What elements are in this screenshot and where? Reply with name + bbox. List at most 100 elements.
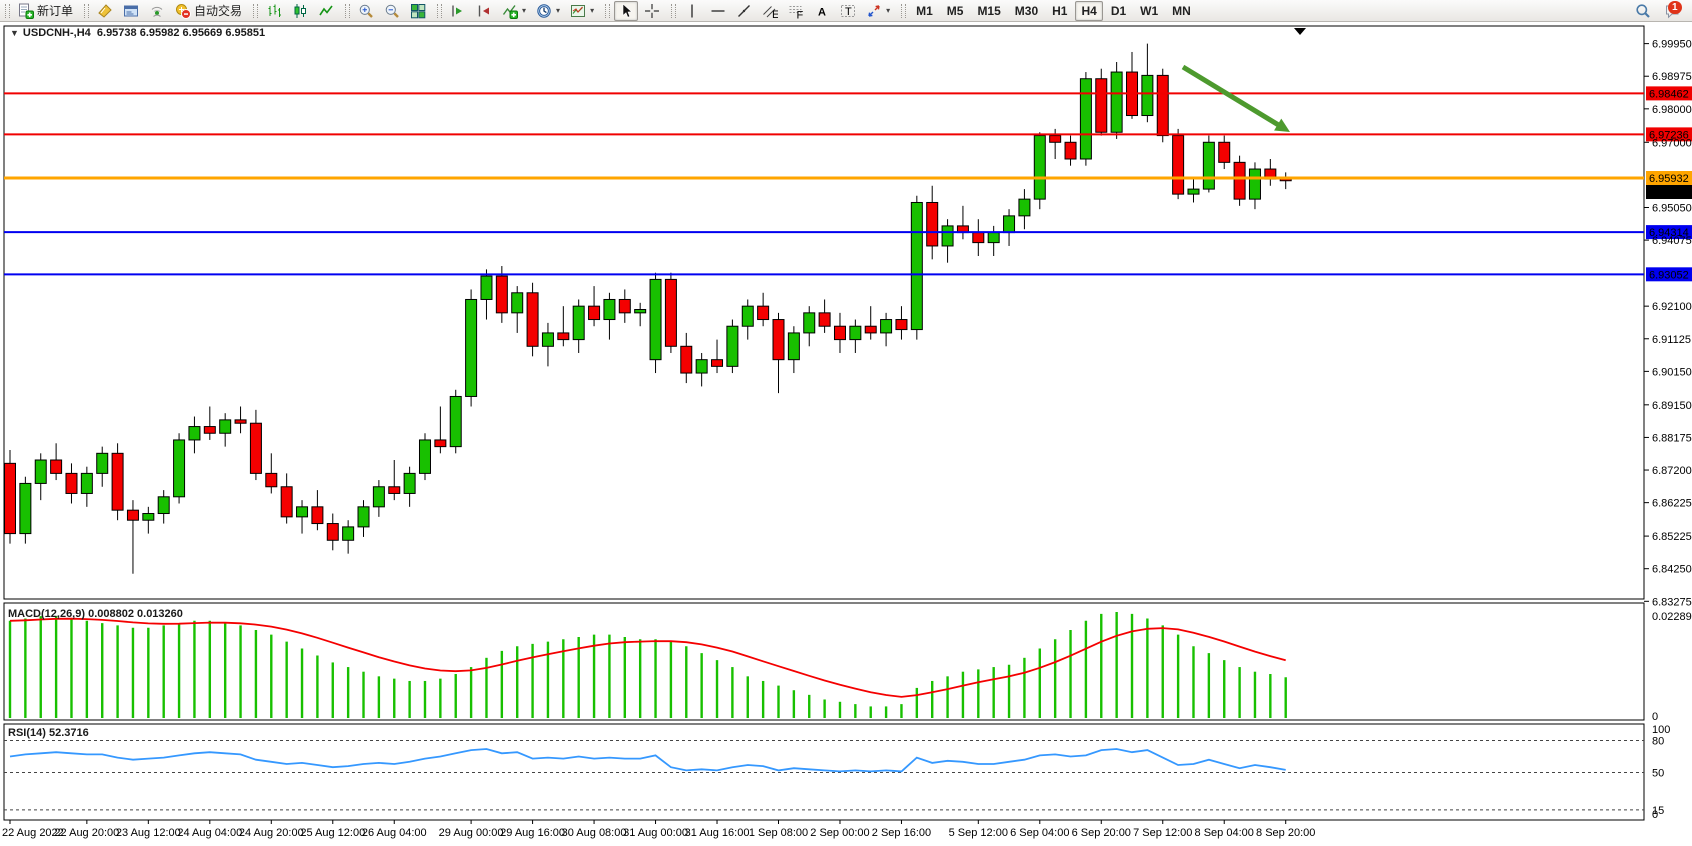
price-axis-tick: 6.98975 [1652, 71, 1692, 83]
candle [833, 325, 846, 341]
trendline-button[interactable] [732, 1, 756, 21]
trend-arrow-annotation[interactable] [1181, 64, 1283, 129]
new-order-button[interactable]: 新订单 [14, 1, 77, 21]
price-line-tag-label: 6.95932 [1649, 173, 1689, 185]
price-axis-tick: 6.84250 [1652, 564, 1692, 576]
price-axis-tick: 6.95050 [1652, 202, 1692, 214]
chart-expander-icon[interactable]: ▼ [10, 28, 19, 38]
terminal-button[interactable] [119, 1, 143, 21]
date-axis-label: 22 Aug 2022 [2, 827, 64, 839]
candle [1003, 215, 1016, 234]
dropdown-arrow-icon[interactable]: ▾ [556, 6, 561, 15]
text-label-button[interactable]: T [836, 1, 860, 21]
svg-text:A: A [818, 6, 826, 18]
arrows-button[interactable]: ▾ [862, 1, 894, 21]
candle [557, 332, 570, 341]
date-axis-label: 24 Aug 04:00 [177, 827, 242, 839]
auto-scroll-button[interactable] [446, 1, 470, 21]
svg-text:F: F [797, 9, 804, 19]
price-line-tag-label: 6.94314 [1649, 227, 1689, 239]
rsi-axis-tick: 0 [1652, 809, 1658, 821]
auto-trading-icon [175, 3, 192, 19]
candle [34, 459, 47, 484]
indicators-button[interactable]: ▾ [498, 1, 530, 21]
timeframe-mn-button[interactable]: MN [1166, 1, 1197, 21]
candle [757, 305, 770, 321]
candle [741, 305, 754, 327]
line-chart-button[interactable] [314, 1, 338, 21]
search-icon [1635, 3, 1651, 19]
crosshair-button[interactable] [640, 1, 664, 21]
fibonacci-button[interactable]: F [784, 1, 808, 21]
vertical-line-button[interactable] [680, 1, 704, 21]
search-button[interactable] [1631, 1, 1655, 21]
candlestick-chart-button[interactable] [288, 1, 312, 21]
zoom-in-button[interactable] [354, 1, 378, 21]
toolbar-group-timeframes: M1 M5 M15 M30 H1 H4 D1 W1 MN [898, 0, 1201, 22]
zoom-out-button[interactable] [380, 1, 404, 21]
candle [1141, 74, 1154, 117]
candle [480, 275, 493, 300]
timeframe-w1-button[interactable]: W1 [1134, 1, 1164, 21]
price-line-tag [1646, 86, 1692, 101]
date-axis-label: 31 Aug 00:00 [623, 827, 688, 839]
candle [695, 359, 708, 374]
candle [541, 332, 554, 347]
horizontal-line-button[interactable] [706, 1, 730, 21]
price-line-tag [1646, 225, 1692, 240]
candle [1110, 71, 1123, 133]
text-icon: A [814, 3, 830, 19]
date-axis-label: 1 Sep 08:00 [749, 827, 808, 839]
timeframe-h4-button[interactable]: H4 [1075, 0, 1103, 21]
price-axis-tick: 6.99950 [1652, 39, 1692, 51]
dropdown-arrow-icon[interactable]: ▾ [886, 6, 891, 15]
candle [326, 523, 339, 541]
cursor-button[interactable] [614, 0, 639, 21]
dropdown-arrow-icon[interactable]: ▾ [522, 6, 527, 15]
chart-title: ▼ USDCNH-,H4 6.95738 6.95982 6.95669 6.95… [10, 27, 265, 39]
equidistant-channel-button[interactable]: E [758, 1, 782, 21]
auto-trading-button[interactable]: 自动交易 [171, 1, 246, 21]
timeframe-d1-button[interactable]: D1 [1105, 1, 1132, 21]
candle [1218, 141, 1231, 163]
date-axis-label: 8 Sep 20:00 [1256, 827, 1315, 839]
signals-button[interactable] [145, 1, 169, 21]
date-axis-label: 30 Aug 08:00 [562, 827, 627, 839]
price-axis-tick: 6.86225 [1652, 498, 1692, 510]
date-axis-label: 6 Sep 04:00 [1010, 827, 1069, 839]
price-line-tag [1646, 171, 1692, 185]
date-axis-label: 2 Sep 00:00 [810, 827, 869, 839]
timeframe-h1-button[interactable]: H1 [1046, 1, 1073, 21]
chart-canvas[interactable]: 6.98462 6.97236 6.95932 6.94314 6.93052 6.958… [0, 22, 1692, 846]
timeframe-m15-button[interactable]: M15 [971, 1, 1006, 21]
new-order-icon [18, 3, 34, 19]
dropdown-arrow-icon[interactable]: ▾ [590, 6, 595, 15]
bar-chart-button[interactable] [262, 1, 286, 21]
trend-arrow-head[interactable] [1274, 118, 1290, 132]
date-axis-label: 22 Aug 20:00 [54, 827, 119, 839]
text-button[interactable]: A [810, 1, 834, 21]
candle [388, 486, 401, 494]
chart-shift-icon [476, 3, 492, 19]
chart-shift-marker[interactable] [1294, 28, 1306, 35]
timeframe-m1-button[interactable]: M1 [910, 1, 939, 21]
candle [972, 232, 985, 244]
candle [987, 232, 1000, 244]
templates-button[interactable]: ▾ [566, 1, 598, 21]
candle [1064, 141, 1077, 160]
timeframe-m30-button[interactable]: M30 [1009, 1, 1044, 21]
periods-button[interactable]: ▾ [532, 1, 564, 21]
timeframe-m5-button[interactable]: M5 [941, 1, 970, 21]
price-line-tag [1646, 127, 1692, 142]
zoom-in-icon [358, 3, 374, 19]
crosshair-icon [644, 3, 660, 19]
candle [111, 452, 124, 511]
toolbar-group-panels: 自动交易 [81, 0, 250, 22]
chart-shift-button[interactable] [472, 1, 496, 21]
tile-windows-button[interactable] [406, 1, 430, 21]
charts-profile-button[interactable] [93, 1, 117, 21]
svg-text:T: T [845, 6, 852, 18]
candle [1033, 135, 1046, 200]
price-axis-tick: 6.97000 [1652, 137, 1692, 149]
candle [1018, 198, 1031, 217]
